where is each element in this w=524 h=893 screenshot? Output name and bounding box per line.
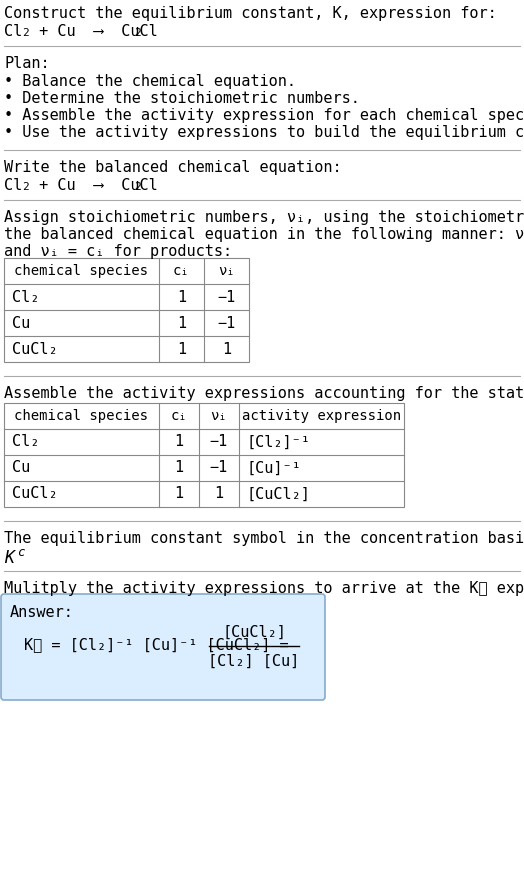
Bar (4, 403, 404, 507)
Text: + Cu  ⟶  CuCl: + Cu ⟶ CuCl (30, 178, 158, 193)
Text: −1: −1 (217, 315, 236, 330)
Text: cᵢ: cᵢ (173, 264, 190, 278)
Text: [Cl₂] [Cu]: [Cl₂] [Cu] (209, 654, 300, 669)
Text: • Balance the chemical equation.: • Balance the chemical equation. (4, 74, 296, 89)
Text: Construct the equilibrium constant, K, expression for:: Construct the equilibrium constant, K, e… (4, 6, 497, 21)
Text: • Assemble the activity expression for each chemical species.: • Assemble the activity expression for e… (4, 108, 524, 123)
Text: 1: 1 (222, 341, 231, 356)
Text: −1: −1 (210, 461, 228, 475)
Bar (4, 258, 249, 362)
Text: Write the balanced chemical equation:: Write the balanced chemical equation: (4, 160, 342, 175)
Text: 2: 2 (22, 182, 29, 192)
Text: [CuCl₂]: [CuCl₂] (247, 487, 311, 502)
Text: [Cl₂]⁻¹: [Cl₂]⁻¹ (247, 435, 311, 449)
Text: 1: 1 (174, 461, 183, 475)
Text: The equilibrium constant symbol in the concentration basis is:: The equilibrium constant symbol in the c… (4, 531, 524, 546)
Text: and νᵢ = cᵢ for products:: and νᵢ = cᵢ for products: (4, 244, 232, 259)
Text: 2: 2 (134, 182, 141, 192)
Text: Cl₂: Cl₂ (12, 435, 39, 449)
Text: 1: 1 (174, 435, 183, 449)
Text: 2: 2 (134, 28, 141, 38)
Text: Cu: Cu (12, 315, 30, 330)
Text: Cl: Cl (4, 24, 22, 39)
Text: activity expression: activity expression (242, 409, 401, 423)
Text: chemical species: chemical species (15, 409, 148, 423)
Text: Assemble the activity expressions accounting for the state of matter and νᵢ:: Assemble the activity expressions accoun… (4, 386, 524, 401)
Text: Plan:: Plan: (4, 56, 50, 71)
Text: 1: 1 (177, 289, 186, 305)
Text: CuCl₂: CuCl₂ (12, 341, 58, 356)
Text: νᵢ: νᵢ (218, 264, 235, 278)
FancyBboxPatch shape (1, 594, 325, 700)
Text: • Use the activity expressions to build the equilibrium constant expression.: • Use the activity expressions to build … (4, 125, 524, 140)
Text: the balanced chemical equation in the following manner: νᵢ = −cᵢ for reactants: the balanced chemical equation in the fo… (4, 227, 524, 242)
Text: Kᴄ = [Cl₂]⁻¹ [Cu]⁻¹ [CuCl₂] =: Kᴄ = [Cl₂]⁻¹ [Cu]⁻¹ [CuCl₂] = (24, 638, 298, 653)
Text: νᵢ: νᵢ (211, 409, 227, 423)
Text: [CuCl₂]: [CuCl₂] (222, 624, 286, 639)
Text: Mulitply the activity expressions to arrive at the Kᴄ expression:: Mulitply the activity expressions to arr… (4, 581, 524, 596)
Text: 1: 1 (177, 315, 186, 330)
Text: • Determine the stoichiometric numbers.: • Determine the stoichiometric numbers. (4, 91, 360, 106)
Text: 2: 2 (22, 28, 29, 38)
Text: chemical species: chemical species (15, 264, 148, 278)
Text: c: c (17, 546, 25, 559)
Text: + Cu  ⟶  CuCl: + Cu ⟶ CuCl (30, 24, 158, 39)
Text: CuCl₂: CuCl₂ (12, 487, 58, 502)
Text: Answer:: Answer: (10, 605, 74, 620)
Text: K: K (4, 549, 14, 567)
Text: −1: −1 (210, 435, 228, 449)
Text: 1: 1 (177, 341, 186, 356)
Text: Cl₂: Cl₂ (12, 289, 39, 305)
Text: cᵢ: cᵢ (171, 409, 188, 423)
Text: Cu: Cu (12, 461, 30, 475)
Text: Cl: Cl (4, 178, 22, 193)
Text: −1: −1 (217, 289, 236, 305)
Text: [Cu]⁻¹: [Cu]⁻¹ (247, 461, 302, 475)
Text: 1: 1 (214, 487, 224, 502)
Text: Assign stoichiometric numbers, νᵢ, using the stoichiometric coefficients, cᵢ, fr: Assign stoichiometric numbers, νᵢ, using… (4, 210, 524, 225)
Text: 1: 1 (174, 487, 183, 502)
